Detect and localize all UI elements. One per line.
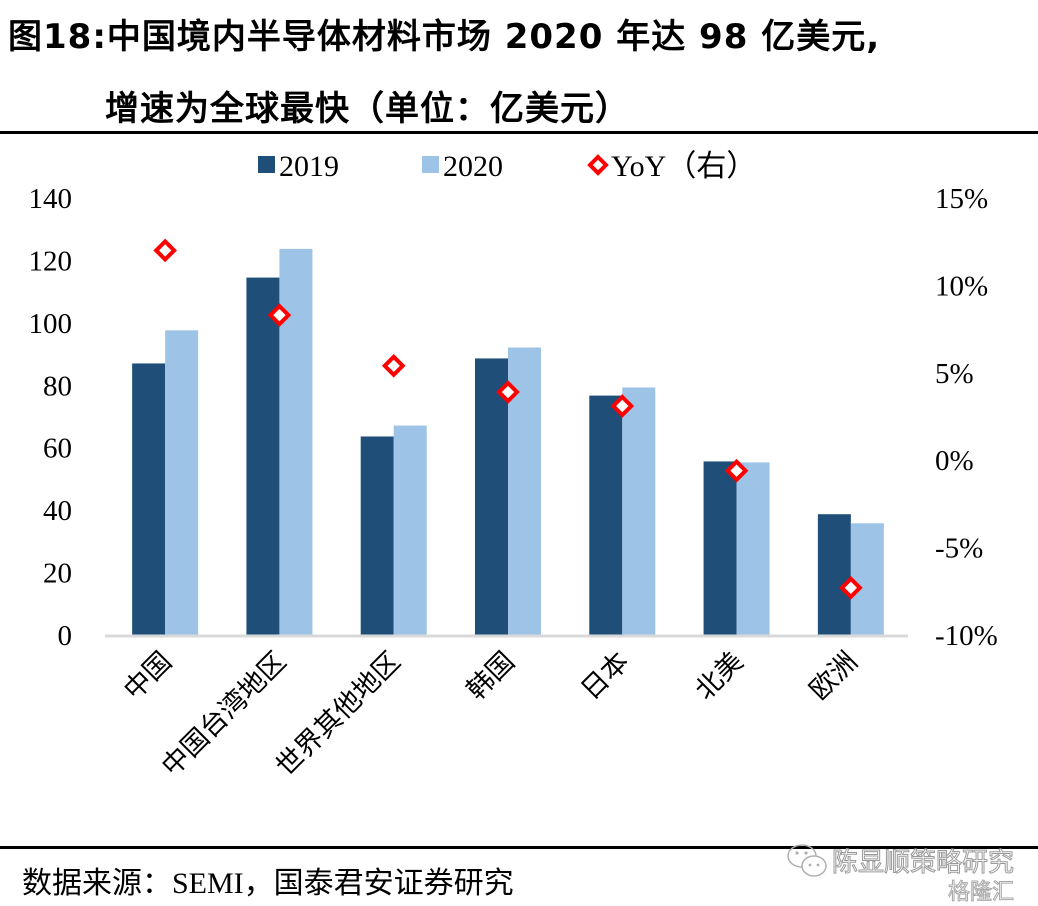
right-axis-tick-label: 0% [935,445,974,477]
category-label: 韩国 [461,646,521,706]
watermark: 陈显顺策略研究 格隆汇 [780,838,1038,906]
figure-title-line-2: 增速为全球最快（单位：亿美元） [105,89,630,129]
yoy-marker [153,238,177,263]
left-axis-ticks: 0 20 40 60 80 100 120 140 [29,183,73,652]
right-axis-tick-label: 15% [935,183,988,215]
category-label: 日本 [575,646,635,706]
left-axis-tick-label: 60 [43,433,72,465]
bars [132,248,884,636]
category-label: 中国 [118,646,178,706]
bar-2020 [393,425,427,635]
bar-2020 [850,523,884,635]
yoy-marker [724,458,749,483]
legend: 2019 2020 YoY（右） [258,150,756,183]
legend-swatch-yoy [587,154,609,176]
right-axis-tick-label: 10% [935,270,988,302]
bottom-rule [0,846,1038,849]
bar-2019 [703,461,737,635]
yoy-marker [610,394,635,418]
bar-2019 [132,363,166,635]
yoy-marker [267,303,292,327]
legend-label-yoy: YoY（右） [611,150,756,183]
bar-2020 [279,248,313,636]
bar-2019 [817,514,851,635]
figure-title-line-1: 图18:中国境内半导体材料市场 2020 年达 98 亿美元, [8,17,881,57]
left-axis-tick-label: 20 [43,558,72,590]
top-rule [0,131,1038,134]
legend-swatch-2020 [422,156,439,173]
legend-label-2019: 2019 [279,150,339,183]
category-label: 欧洲 [804,646,864,706]
source-note: 数据来源：SEMI，国泰君安证券研究 [22,867,514,900]
right-axis-tick-label: 5% [935,358,974,390]
legend-swatch-2019 [258,156,275,173]
left-axis-tick-label: 120 [29,245,73,277]
legend-label-2020: 2020 [443,150,503,183]
left-axis-tick-label: 0 [58,620,73,652]
right-axis-ticks: -10% -5% 0% 5% 10% 15% [935,183,998,652]
category-label: 北美 [689,646,749,706]
left-axis-tick-label: 80 [43,370,72,402]
bar-2019 [360,436,394,635]
yoy-markers [153,238,863,600]
wechat-icon [787,844,827,877]
bar-2020 [165,330,199,635]
yoy-marker [381,353,406,378]
bar-2020 [622,387,656,635]
yoy-marker [839,575,863,600]
yoy-marker [496,380,520,404]
right-axis-tick-label: -10% [935,620,998,652]
bar-2020 [736,462,770,635]
right-axis-tick-label: -5% [935,533,983,565]
bar-2019 [246,277,280,635]
bar-2019 [589,395,623,635]
left-axis-tick-label: 140 [29,183,73,215]
left-axis-tick-label: 40 [43,495,72,527]
left-axis-tick-label: 100 [29,308,73,340]
watermark-brand: 格隆汇 [947,880,1015,906]
watermark-account-name: 陈显顺策略研究 [831,848,1015,879]
bar-2019 [475,358,508,635]
